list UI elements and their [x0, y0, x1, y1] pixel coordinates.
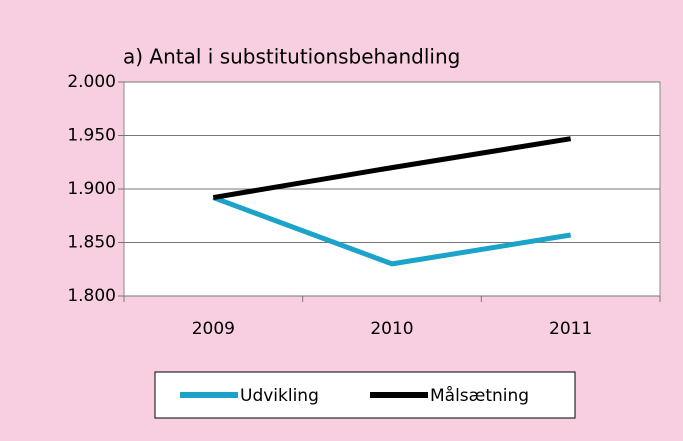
series-line	[212, 195, 572, 267]
x-tick-label: 2010	[370, 319, 413, 339]
legend-label: Målsætning	[430, 385, 529, 406]
y-tick-label: 1.850	[67, 233, 116, 253]
legend-label: Udvikling	[240, 386, 319, 406]
x-tick-label: 2011	[549, 319, 592, 339]
y-tick-label: 1.950	[67, 126, 116, 146]
y-tick-label: 1.800	[67, 286, 116, 306]
y-tick-label: 2.000	[67, 72, 116, 92]
y-tick-label: 1.900	[67, 179, 116, 199]
x-tick-label: 2009	[192, 319, 235, 339]
series-line	[212, 136, 572, 201]
chart-title: a) Antal i substitutionsbehandling	[123, 45, 460, 69]
